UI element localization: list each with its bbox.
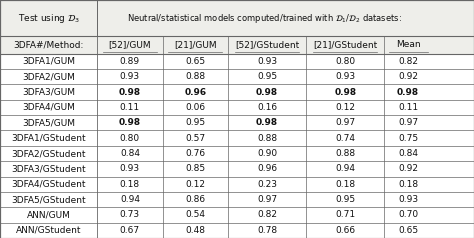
Text: 0.18: 0.18 [335, 180, 356, 189]
Text: 0.88: 0.88 [185, 72, 205, 81]
Text: ANN/GStudent: ANN/GStudent [16, 226, 82, 235]
Text: 0.11: 0.11 [120, 103, 140, 112]
Text: 0.86: 0.86 [185, 195, 205, 204]
Text: 0.95: 0.95 [335, 195, 356, 204]
Text: 3DFA4/GStudent: 3DFA4/GStudent [11, 180, 86, 189]
Text: 0.11: 0.11 [398, 103, 418, 112]
Bar [0, 177, 474, 192]
Text: 0.84: 0.84 [398, 149, 418, 158]
Text: 0.98: 0.98 [397, 88, 419, 97]
Bar [0, 146, 474, 161]
Text: 3DFA2/GStudent: 3DFA2/GStudent [11, 149, 86, 158]
Text: 3DFA1/GStudent: 3DFA1/GStudent [11, 134, 86, 143]
Bar [0, 0, 474, 36]
Bar [0, 54, 474, 69]
Text: 0.95: 0.95 [257, 72, 277, 81]
Text: 0.93: 0.93 [398, 195, 418, 204]
Text: 0.82: 0.82 [398, 57, 418, 66]
Text: 3DFA5/GStudent: 3DFA5/GStudent [11, 195, 86, 204]
Text: 0.73: 0.73 [120, 210, 140, 219]
Text: 0.80: 0.80 [335, 57, 356, 66]
Text: 3DFA3/GStudent: 3DFA3/GStudent [11, 164, 86, 173]
Bar [0, 36, 474, 54]
Text: 0.92: 0.92 [398, 164, 418, 173]
Text: Neutral/statistical models computed/trained with $\mathcal{D}_1$/$\mathcal{D}_2$: Neutral/statistical models computed/trai… [127, 12, 402, 25]
Text: 0.48: 0.48 [185, 226, 205, 235]
Text: 0.12: 0.12 [335, 103, 356, 112]
Bar [0, 161, 474, 177]
Text: [52]/GStudent: [52]/GStudent [235, 40, 299, 49]
Text: 0.98: 0.98 [256, 88, 278, 97]
Text: 0.90: 0.90 [257, 149, 277, 158]
Text: 0.74: 0.74 [335, 134, 356, 143]
Text: [52]/GUM: [52]/GUM [109, 40, 151, 49]
Text: 0.23: 0.23 [257, 180, 277, 189]
Bar [0, 84, 474, 100]
Text: 0.54: 0.54 [185, 210, 205, 219]
Text: 0.88: 0.88 [335, 149, 356, 158]
Text: 0.57: 0.57 [185, 134, 205, 143]
Text: 0.80: 0.80 [120, 134, 140, 143]
Text: 0.94: 0.94 [120, 195, 140, 204]
Text: 0.93: 0.93 [120, 72, 140, 81]
Bar [0, 100, 474, 115]
Text: 0.93: 0.93 [335, 72, 356, 81]
Bar [0, 130, 474, 146]
Bar [0, 69, 474, 84]
Text: 0.65: 0.65 [398, 226, 418, 235]
Text: 0.95: 0.95 [185, 118, 205, 127]
Text: 0.94: 0.94 [335, 164, 356, 173]
Text: 0.97: 0.97 [257, 195, 277, 204]
Bar [0, 223, 474, 238]
Text: Mean: Mean [396, 40, 420, 49]
Text: 0.98: 0.98 [334, 88, 356, 97]
Text: 0.06: 0.06 [185, 103, 205, 112]
Text: 0.82: 0.82 [257, 210, 277, 219]
Text: 0.93: 0.93 [257, 57, 277, 66]
Text: 0.78: 0.78 [257, 226, 277, 235]
Text: 0.98: 0.98 [119, 118, 141, 127]
Text: 0.66: 0.66 [335, 226, 356, 235]
Bar [0, 207, 474, 223]
Text: 3DFA1/GUM: 3DFA1/GUM [22, 57, 75, 66]
Text: 0.16: 0.16 [257, 103, 277, 112]
Text: 0.97: 0.97 [335, 118, 356, 127]
Text: 0.98: 0.98 [256, 118, 278, 127]
Text: 0.65: 0.65 [185, 57, 205, 66]
Text: 0.67: 0.67 [120, 226, 140, 235]
Text: 0.92: 0.92 [398, 72, 418, 81]
Text: 0.70: 0.70 [398, 210, 418, 219]
Text: 3DFA#/Method:: 3DFA#/Method: [13, 40, 84, 49]
Bar [0, 192, 474, 207]
Text: 0.75: 0.75 [398, 134, 418, 143]
Text: 3DFA5/GUM: 3DFA5/GUM [22, 118, 75, 127]
Text: 0.18: 0.18 [120, 180, 140, 189]
Text: 3DFA3/GUM: 3DFA3/GUM [22, 88, 75, 97]
Text: [21]/GUM: [21]/GUM [174, 40, 217, 49]
Text: 0.96: 0.96 [257, 164, 277, 173]
Text: ANN/GUM: ANN/GUM [27, 210, 71, 219]
Text: 0.96: 0.96 [184, 88, 206, 97]
Text: Test using $\mathcal{D}_3$: Test using $\mathcal{D}_3$ [18, 12, 80, 25]
Text: 0.98: 0.98 [119, 88, 141, 97]
Text: 0.18: 0.18 [398, 180, 418, 189]
Text: 3DFA2/GUM: 3DFA2/GUM [22, 72, 75, 81]
Text: 0.84: 0.84 [120, 149, 140, 158]
Text: [21]/GStudent: [21]/GStudent [313, 40, 377, 49]
Text: 0.93: 0.93 [120, 164, 140, 173]
Text: 3DFA4/GUM: 3DFA4/GUM [22, 103, 75, 112]
Text: 0.85: 0.85 [185, 164, 205, 173]
Text: 0.71: 0.71 [335, 210, 356, 219]
Text: 0.76: 0.76 [185, 149, 205, 158]
Text: 0.89: 0.89 [120, 57, 140, 66]
Text: 0.88: 0.88 [257, 134, 277, 143]
Bar [0, 115, 474, 130]
Text: 0.97: 0.97 [398, 118, 418, 127]
Text: 0.12: 0.12 [185, 180, 205, 189]
